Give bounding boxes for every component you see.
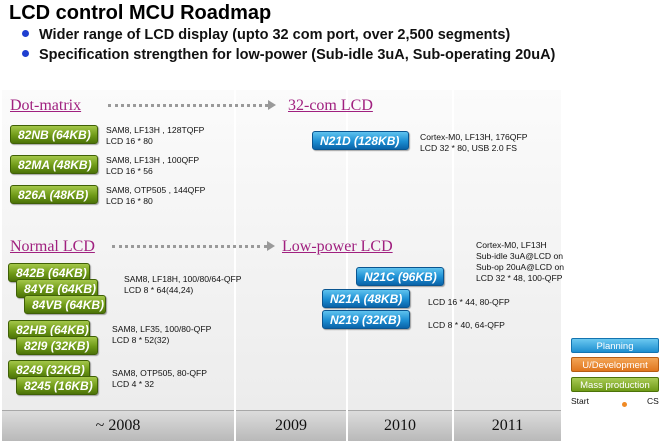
bullet-text: Wider range of LCD display (upto 32 com … (39, 27, 511, 43)
year-label: 2009 (236, 410, 346, 441)
bullet-dot-icon (22, 30, 29, 37)
section-title-normal: Normal LCD (10, 238, 95, 255)
product-84vb: 84VB (64KB) (24, 295, 106, 314)
section-title-32com: 32-com LCD (288, 97, 373, 114)
bullet-item: Wider range of LCD display (upto 32 com … (22, 27, 510, 43)
product-8249: 8249 (32KB) (8, 360, 90, 379)
product-82i9: 82I9 (32KB) (16, 336, 98, 355)
legend-development: U/Development (571, 357, 659, 372)
arrow-head-icon (267, 241, 275, 251)
product-n21d: N21D (128KB) (312, 131, 409, 150)
product-n219: N219 (32KB) (322, 310, 410, 329)
product-n21a: N21A (48KB) (322, 289, 410, 308)
legend-marker-icon (622, 402, 627, 407)
product-82hb: 82HB (64KB) (8, 320, 90, 339)
legend-planning: Planning (571, 338, 659, 353)
product-82ma: 82MA (48KB) (10, 155, 98, 174)
product-spec: SAM8, OTP505 , 144QFP LCD 16 * 80 (106, 185, 206, 206)
product-842b: 842B (64KB) (8, 263, 90, 282)
column-2011 (454, 90, 561, 410)
product-spec: Cortex-M0, LF13H Sub-idle 3uA@LCD on Sub-o… (476, 240, 565, 283)
product-spec: Cortex-M0, LF13H, 176QFP LCD 32 * 80, USB… (420, 132, 528, 153)
dotted-arrow (112, 241, 275, 251)
product-8245: 8245 (16KB) (16, 376, 98, 395)
bullet-dot-icon (22, 50, 29, 57)
product-84yb: 84YB (64KB) (16, 279, 98, 298)
legend-start-label: Start (571, 396, 589, 406)
product-spec: LCD 8 * 40, 64-QFP (428, 320, 505, 330)
product-spec: LCD 16 * 44, 80-QFP (428, 297, 510, 307)
year-label: ~ 2008 (2, 410, 234, 441)
product-n21c: N21C (96KB) (356, 267, 444, 286)
product-82nb: 82NB (64KB) (10, 125, 98, 144)
section-title-dot-matrix: Dot-matrix (10, 97, 82, 114)
bullet-item: Specification strengthen for low-power (… (22, 47, 555, 63)
product-spec: SAM8, LF13H , 128TQFP LCD 16 * 80 (106, 125, 205, 146)
dotted-arrow (108, 100, 276, 110)
year-label: 2010 (348, 410, 452, 441)
legend-cs-label: CS (647, 396, 659, 406)
section-title-low-power: Low-power LCD (282, 238, 393, 255)
product-spec: SAM8, LF13H , 100QFP LCD 16 * 56 (106, 155, 200, 176)
legend-mass-production: Mass production (571, 377, 659, 392)
product-spec: SAM8, LF35, 100/80-QFP LCD 8 * 52(32) (112, 324, 212, 345)
arrow-head-icon (268, 100, 276, 110)
bullet-text: Specification strengthen for low-power (… (39, 47, 556, 63)
product-826a: 826A (48KB) (10, 185, 98, 204)
page-title: LCD control MCU Roadmap (9, 2, 272, 24)
year-label: 2011 (454, 410, 561, 441)
product-spec: SAM8, LF18H, 100/80/64-QFP LCD 8 * 64(44,… (124, 274, 242, 295)
product-spec: SAM8, OTP505, 80-QFP LCD 4 * 32 (112, 368, 208, 389)
